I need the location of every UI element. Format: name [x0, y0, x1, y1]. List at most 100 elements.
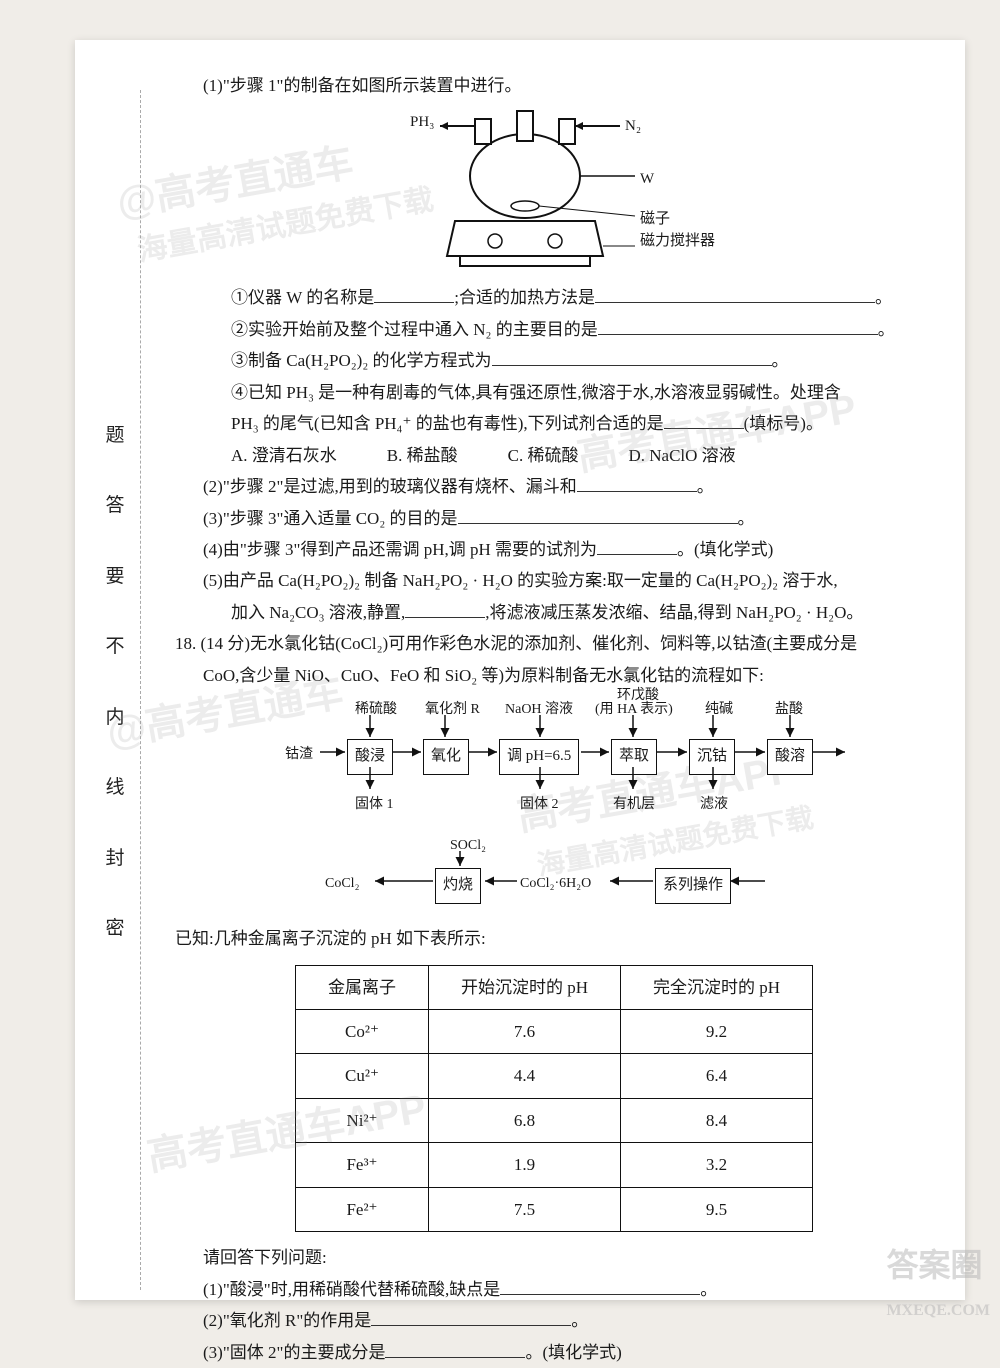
- content-body: (1)"步骤 1"的制备在如图所示装置中进行。: [175, 70, 945, 1368]
- text: (4)由"步骤 3"得到产品还需调 pH,调 pH 需要的试剂为: [203, 540, 597, 559]
- text: (3)"步骤 3"通入适量 CO₂ 的目的是: [203, 509, 458, 528]
- exam-page: 题 答 要 不 内 线 封 密 @高考直通车 海量高清试题免费下载 高考直通车A…: [75, 40, 965, 1300]
- n2-label: N₂: [625, 113, 641, 141]
- text: 加入 Na₂CO₃ 溶液,静置,: [231, 603, 405, 622]
- option-b: B. 稀盐酸: [387, 440, 458, 471]
- blank: [385, 1339, 525, 1358]
- q18-answer-prompt: 请回答下列问题:: [175, 1242, 945, 1273]
- blank: [374, 285, 454, 304]
- blank: [500, 1276, 700, 1295]
- td: Cu²⁺: [296, 1054, 429, 1098]
- table-row: Co²⁺7.69.2: [296, 1010, 813, 1054]
- td: 6.4: [621, 1054, 813, 1098]
- td: 7.6: [429, 1010, 621, 1054]
- flowchart-1: 稀硫酸 氧化剂 R NaOH 溶液 环戊酸 (用 HA 表示) 纯碱 盐酸 钴渣…: [275, 697, 945, 827]
- text: (3)"固体 2"的主要成分是: [203, 1343, 385, 1362]
- flow-arrows: [275, 697, 875, 827]
- q18-intro2: CoO,含少量 NiO、CuO、FeO 和 SiO₂ 等)为原料制备无水氯化钴的…: [175, 660, 945, 691]
- blank: [405, 599, 485, 618]
- td: 9.5: [621, 1187, 813, 1231]
- ph3-label: PH₃: [410, 109, 434, 137]
- option-c: C. 稀硫酸: [508, 440, 579, 471]
- margin-char: 内: [100, 702, 130, 729]
- q17-p5b: 加入 Na₂CO₃ 溶液,静置, ,将滤液减压蒸发浓缩、结晶,得到 NaH₂PO₂…: [175, 597, 945, 628]
- option-d: D. NaClO 溶液: [628, 440, 735, 471]
- text: PH₃ 的尾气(已知含 PH₄⁺ 的盐也有毒性),下列试剂合适的是: [231, 414, 664, 433]
- blank: [458, 505, 738, 524]
- text: (填标号)。: [744, 414, 823, 433]
- option-a: A. 澄清石灰水: [231, 440, 337, 471]
- table-row: Cu²⁺4.46.4: [296, 1054, 813, 1098]
- apparatus-diagram: PH₃ N₂ W 磁子 磁力搅拌器: [325, 101, 945, 276]
- q17-sub3: ③制备 Ca(H₂PO₂)₂ 的化学方程式为。: [175, 345, 945, 376]
- q17-sub2: ②实验开始前及整个过程中通入 N₂ 的主要目的是。: [175, 314, 945, 345]
- blank: [595, 285, 875, 304]
- margin-char: 要: [100, 561, 130, 588]
- q17-sub4b: PH₃ 的尾气(已知含 PH₄⁺ 的盐也有毒性),下列试剂合适的是 (填标号)。: [175, 408, 945, 439]
- margin-char: 答: [100, 490, 130, 517]
- margin-char: 封: [100, 843, 130, 870]
- table-row: Fe³⁺1.93.2: [296, 1143, 813, 1187]
- margin-char: 线: [100, 772, 130, 799]
- q17-sub1: ①仪器 W 的名称是;合适的加热方法是。: [175, 282, 945, 313]
- option-row: A. 澄清石灰水 B. 稀盐酸 C. 稀硫酸 D. NaClO 溶液: [175, 440, 945, 471]
- margin-char: 题: [100, 420, 130, 447]
- q18-p2: (2)"氧化剂 R"的作用是。: [175, 1305, 945, 1336]
- th: 金属离子: [296, 965, 429, 1009]
- margin-dashed-line: [140, 90, 141, 1290]
- blank: [597, 536, 677, 555]
- th: 完全沉淀时的 pH: [621, 965, 813, 1009]
- q17-p3: (3)"步骤 3"通入适量 CO₂ 的目的是。: [175, 503, 945, 534]
- text: ;合适的加热方法是: [454, 288, 595, 307]
- td: 6.8: [429, 1098, 621, 1142]
- w-label: W: [640, 166, 654, 194]
- stirrer-label: 磁力搅拌器: [640, 233, 715, 250]
- td: 4.4: [429, 1054, 621, 1098]
- text: (1)"酸浸"时,用稀硝酸代替稀硫酸,缺点是: [203, 1280, 500, 1299]
- text: (2)"步骤 2"是过滤,用到的玻璃仪器有烧杯、漏斗和: [203, 477, 577, 496]
- th: 开始沉淀时的 pH: [429, 965, 621, 1009]
- flow2-arrows: [295, 833, 795, 913]
- text: 。(填化学式): [525, 1343, 621, 1362]
- td: Co²⁺: [296, 1010, 429, 1054]
- td: 7.5: [429, 1187, 621, 1231]
- apparatus-svg: [325, 101, 745, 276]
- q18-p3: (3)"固体 2"的主要成分是 。(填化学式): [175, 1337, 945, 1368]
- td: 3.2: [621, 1143, 813, 1187]
- text: ③制备 Ca(H₂PO₂)₂ 的化学方程式为: [231, 351, 492, 370]
- text: ②实验开始前及整个过程中通入 N₂ 的主要目的是: [231, 320, 598, 339]
- table-row: Ni²⁺6.88.4: [296, 1098, 813, 1142]
- q17-p2: (2)"步骤 2"是过滤,用到的玻璃仪器有烧杯、漏斗和。: [175, 471, 945, 502]
- td: Fe³⁺: [296, 1143, 429, 1187]
- margin-column: 题 答 要 不 内 线 封 密: [100, 420, 130, 940]
- magnet-label: 磁子: [640, 206, 670, 234]
- q18-p1: (1)"酸浸"时,用稀硝酸代替稀硫酸,缺点是。: [175, 1274, 945, 1305]
- td: 9.2: [621, 1010, 813, 1054]
- corner-text: 答案圈: [886, 1247, 982, 1283]
- blank: [371, 1307, 571, 1326]
- q17-p5: (5)由产品 Ca(H₂PO₂)₂ 制备 NaH₂PO₂ · H₂O 的实验方案…: [175, 565, 945, 596]
- q18-known: 已知:几种金属离子沉淀的 pH 如下表所示:: [175, 923, 945, 954]
- table-header-row: 金属离子 开始沉淀时的 pH 完全沉淀时的 pH: [296, 965, 813, 1009]
- blank: [492, 348, 772, 367]
- q17-p4: (4)由"步骤 3"得到产品还需调 pH,调 pH 需要的试剂为 。(填化学式): [175, 534, 945, 565]
- ph-table: 金属离子 开始沉淀时的 pH 完全沉淀时的 pH Co²⁺7.69.2 Cu²⁺…: [295, 965, 813, 1233]
- td: Fe²⁺: [296, 1187, 429, 1231]
- blank: [664, 411, 744, 430]
- td: 1.9: [429, 1143, 621, 1187]
- corner-url: MXEQE.COM: [886, 1302, 990, 1319]
- q17-line1: (1)"步骤 1"的制备在如图所示装置中进行。: [175, 70, 945, 101]
- td: 8.4: [621, 1098, 813, 1142]
- td: Ni²⁺: [296, 1098, 429, 1142]
- text: 。(填化学式): [677, 540, 773, 559]
- text: ①仪器 W 的名称是: [231, 288, 374, 307]
- corner-watermark: 答案圈 MXEQE.COM: [886, 1240, 990, 1323]
- q17-sub4: ④已知 PH₃ 是一种有剧毒的气体,具有强还原性,微溶于水,水溶液显弱碱性。处理…: [175, 377, 945, 408]
- table-row: Fe²⁺7.59.5: [296, 1187, 813, 1231]
- margin-char: 密: [100, 913, 130, 940]
- text: (2)"氧化剂 R"的作用是: [203, 1311, 371, 1330]
- blank: [598, 316, 878, 335]
- flowchart-2: SOCl₂ CoCl₂ 灼烧 CoCl₂·6H₂O 系列操作: [295, 833, 945, 913]
- text: ,将滤液减压蒸发浓缩、结晶,得到 NaH₂PO₂ · H₂O。: [485, 603, 863, 622]
- margin-char: 不: [100, 631, 130, 658]
